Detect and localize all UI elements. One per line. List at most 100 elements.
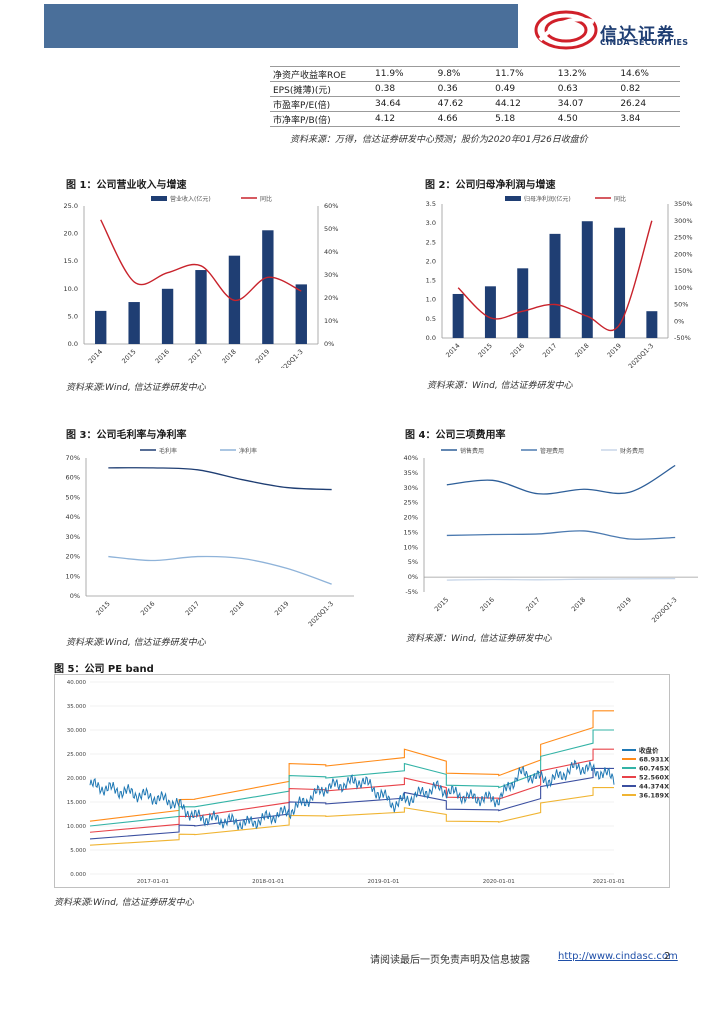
legend-label: 60.745X: [639, 765, 669, 773]
fig2-title: 图 2：公司归母净利润与增速: [425, 180, 556, 191]
y2-tick-label: 250%: [674, 234, 693, 242]
fig5-source: 资料来源:Wind, 信达证券研发中心: [54, 898, 194, 908]
revenue-chart: 0.0 5.0 10.0 15.0 20.0 25.0 0% 10% 20% 30% 40% 50% 6…: [64, 195, 339, 368]
fig1-title: 图 1：公司营业收入与增速: [66, 180, 187, 191]
y-tick-label: 20%: [404, 514, 418, 522]
legend-label: 收盘价: [639, 746, 659, 755]
bar: [262, 230, 274, 344]
bar: [549, 233, 561, 338]
y-tick-label: 35%: [404, 469, 418, 477]
line-series: [446, 464, 676, 495]
cell-value: 0.82: [617, 81, 680, 97]
footer-disclaimer: 请阅读最后一页免责声明及信息披露: [370, 955, 530, 966]
legend-label: 营业收入(亿元): [170, 195, 211, 203]
x-tick-label: 2016: [154, 348, 171, 365]
cell-value: 0.36: [434, 81, 493, 97]
cell-value: 4.50: [554, 111, 618, 127]
footer-website-link[interactable]: http://www.cindasc.com: [558, 951, 678, 962]
fig2-source: 资料来源：Wind, 信达证券研发中心: [427, 381, 573, 391]
y-tick-label: 25.000: [67, 752, 87, 758]
x-tick-label: 2014: [87, 348, 104, 365]
legend-label: 归母净利润(亿元): [524, 195, 571, 203]
y-tick-label: 60%: [66, 474, 80, 482]
x-tick-label: 2021-01-01: [593, 879, 625, 885]
x-tick-label: 2018: [573, 342, 590, 359]
y2-tick-label: 100%: [674, 284, 693, 292]
legend-label: 同比: [614, 195, 626, 203]
y2-tick-label: 60%: [324, 202, 338, 210]
expense-ratio-chart: -5% 0% 5% 10% 15% 20% 25% 30% 35% 40% 2015 2016 2017…: [404, 447, 698, 624]
cell-value: 26.24: [617, 96, 680, 112]
pe-band-line: [89, 710, 614, 822]
cell-value: 34.64: [372, 96, 435, 112]
legend-label: 44.374X: [639, 783, 669, 791]
x-tick-label: 2017: [187, 348, 204, 365]
y-tick-label: 5.0: [68, 312, 78, 320]
table-row: EPS(摊薄)(元) 0.38 0.36 0.49 0.63 0.82: [270, 81, 680, 97]
y-tick-label: 20%: [66, 553, 80, 561]
legend-label: 36.189X: [639, 792, 669, 800]
bar: [128, 302, 140, 344]
legend-label: 毛利率: [159, 447, 177, 455]
y2-tick-label: -50%: [674, 334, 691, 342]
x-tick-label: 2016: [479, 596, 496, 613]
cell-value: 44.12: [492, 96, 555, 112]
line-series: [457, 220, 653, 332]
cell-value: 9.8%: [434, 66, 493, 82]
y-tick-label: 35.000: [67, 704, 87, 710]
fig1-source: 资料来源:Wind, 信达证券研发中心: [66, 383, 206, 393]
x-tick-label: 2018: [220, 348, 237, 365]
bar: [161, 288, 174, 344]
legend-label: 同比: [260, 195, 272, 203]
brand-name-en: CINDA SECURITIES: [600, 38, 689, 47]
y-tick-label: 30%: [66, 533, 80, 541]
cell-value: 14.6%: [617, 66, 680, 82]
y-tick-label: 5.000: [70, 848, 86, 854]
y2-tick-label: 30%: [324, 271, 338, 279]
x-tick-label: 2016: [509, 342, 526, 359]
x-tick-label: 2017: [541, 342, 558, 359]
header-banner: [44, 4, 518, 48]
y-tick-label: 0%: [70, 592, 80, 600]
cell-value: 47.62: [434, 96, 493, 112]
y2-tick-label: 350%: [674, 200, 693, 208]
y-tick-label: 2.0: [426, 257, 436, 265]
x-tick-label: 2017: [184, 600, 201, 617]
y2-tick-label: 0%: [674, 317, 684, 325]
x-tick-label: 2018: [570, 596, 587, 613]
y2-tick-label: 300%: [674, 217, 693, 225]
y-tick-label: -5%: [405, 588, 418, 596]
y-tick-label: 15.0: [64, 257, 78, 265]
x-tick-label: 2015: [476, 342, 493, 359]
y-tick-label: 0.000: [70, 872, 86, 878]
cell-value: 11.9%: [372, 66, 435, 82]
cell-value: 34.07: [554, 96, 618, 112]
y-tick-label: 0.0: [426, 334, 436, 342]
line-series: [108, 467, 332, 491]
legend-swatch: [505, 196, 521, 201]
y2-tick-label: 50%: [674, 301, 688, 309]
bar: [452, 293, 464, 338]
y2-tick-label: 40%: [324, 248, 338, 256]
pe-band-chart: 0.000 5.000 10.000 15.000 20.000 25.000 30.000…: [54, 674, 670, 888]
table-row: 市盈率P/E(倍) 34.64 47.62 44.12 34.07 26.24: [270, 96, 680, 112]
y2-tick-label: 20%: [324, 294, 338, 302]
y-tick-label: 30%: [404, 484, 418, 492]
x-tick-label: 2018-01-01: [252, 879, 284, 885]
fig4-title: 图 4：公司三项费用率: [405, 430, 506, 441]
bar: [581, 221, 593, 338]
bar: [614, 227, 626, 338]
table-row: 市净率P/B(倍) 4.12 4.66 5.18 4.50 3.84: [270, 111, 680, 127]
x-tick-label: 2018: [228, 600, 245, 617]
cell-value: 13.2%: [554, 66, 618, 82]
y-tick-label: 40%: [404, 454, 418, 462]
legend-label: 68.931X: [639, 756, 669, 764]
cell-value: 0.49: [492, 81, 555, 97]
bar: [484, 286, 496, 338]
y-tick-label: 40.000: [67, 680, 87, 686]
row-label: 净资产收益率ROE: [270, 66, 372, 82]
financial-indicators-table: 净资产收益率ROE 11.9% 9.8% 11.7% 13.2% 14.6% EPS(摊薄)…: [270, 66, 680, 127]
legend-label: 销售费用: [460, 447, 484, 455]
row-label: 市盈率P/E(倍): [270, 96, 372, 112]
pe-band-line: [89, 787, 614, 846]
